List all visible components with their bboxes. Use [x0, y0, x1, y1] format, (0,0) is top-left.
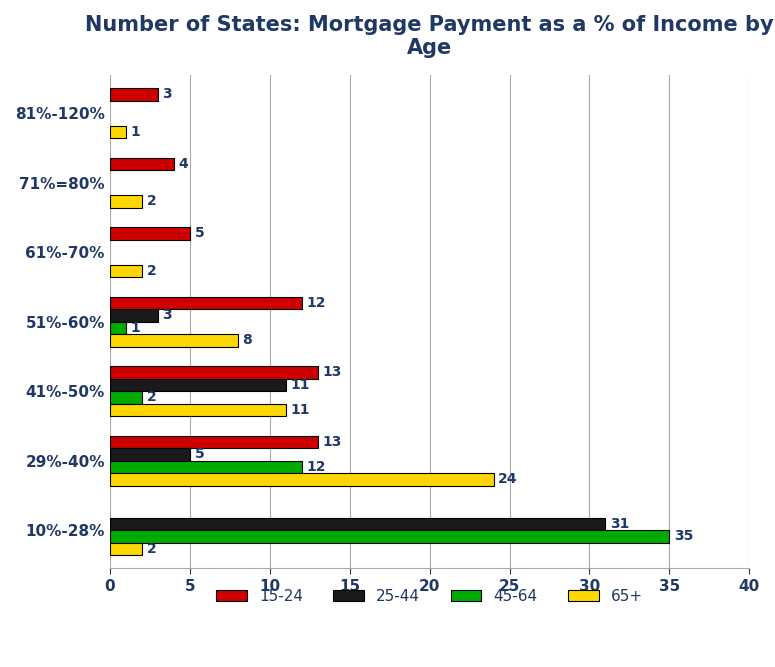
Bar — [110, 379, 286, 391]
Text: 11: 11 — [291, 403, 310, 417]
Text: 12: 12 — [306, 296, 326, 310]
Title: Number of States: Mortgage Payment as a % of Income by
Age: Number of States: Mortgage Payment as a … — [85, 15, 774, 58]
Text: 1: 1 — [130, 321, 140, 335]
Bar — [110, 195, 142, 207]
Bar — [110, 448, 190, 461]
Bar — [110, 227, 190, 239]
Bar — [110, 530, 670, 542]
Text: 3: 3 — [163, 308, 172, 322]
Text: 13: 13 — [322, 366, 342, 380]
Text: 2: 2 — [146, 195, 157, 209]
Text: 1: 1 — [130, 125, 140, 139]
Legend: 15-24, 25-44, 45-64, 65+: 15-24, 25-44, 45-64, 65+ — [210, 583, 649, 610]
Text: 12: 12 — [306, 460, 326, 474]
Bar — [110, 297, 301, 309]
Bar — [110, 366, 318, 379]
Bar — [110, 334, 238, 347]
Text: 24: 24 — [498, 472, 518, 486]
Text: 5: 5 — [195, 448, 205, 462]
Text: 31: 31 — [610, 517, 629, 531]
Bar — [110, 126, 126, 138]
Text: 4: 4 — [178, 157, 188, 171]
Bar — [110, 518, 605, 530]
Bar — [110, 391, 142, 404]
Bar — [110, 265, 142, 277]
Bar — [110, 88, 157, 101]
Text: 2: 2 — [146, 264, 157, 278]
Bar — [110, 461, 301, 473]
Bar — [110, 404, 286, 416]
Text: 5: 5 — [195, 226, 205, 240]
Text: 3: 3 — [163, 87, 172, 101]
Text: 8: 8 — [243, 334, 252, 348]
Text: 2: 2 — [146, 390, 157, 404]
Bar — [110, 321, 126, 334]
Bar — [110, 157, 174, 170]
Text: 2: 2 — [146, 542, 157, 556]
Bar — [110, 436, 318, 448]
Bar — [110, 473, 494, 486]
Bar — [110, 542, 142, 555]
Bar — [110, 309, 157, 321]
Text: 13: 13 — [322, 435, 342, 449]
Text: 11: 11 — [291, 378, 310, 392]
Text: 35: 35 — [674, 530, 694, 544]
